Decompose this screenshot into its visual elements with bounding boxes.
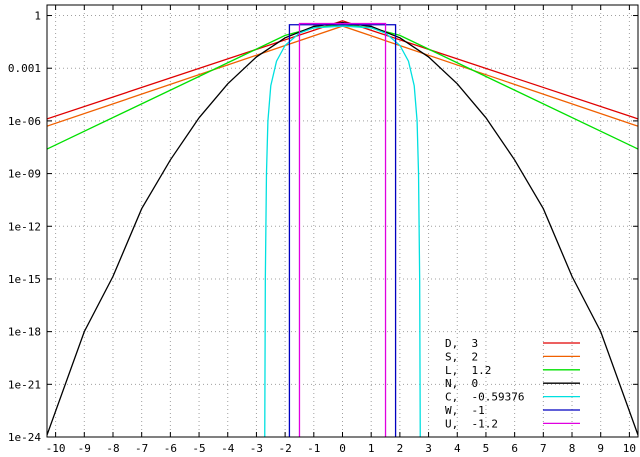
- x-tick-label: -6: [164, 442, 177, 455]
- y-tick-label: 1e-06: [8, 115, 41, 128]
- x-tick-label: 7: [540, 442, 547, 455]
- legend-label: C, -0.59376: [445, 391, 524, 404]
- x-tick-label: 9: [597, 442, 604, 455]
- x-tick-label: -1: [307, 442, 320, 455]
- legend-label: L, 1.2: [445, 364, 491, 377]
- x-tick-label: 10: [623, 442, 636, 455]
- x-tick-label: 0: [339, 442, 346, 455]
- legend-label: D, 3: [445, 337, 478, 350]
- x-tick-label: -8: [106, 442, 119, 455]
- x-tick-label: -7: [135, 442, 148, 455]
- grid-lines: [47, 5, 638, 438]
- series-line-5: [288, 24, 397, 437]
- legend-label: W, -1: [445, 404, 485, 417]
- y-tick-label: 1e-24: [8, 431, 41, 444]
- x-tick-label: -5: [192, 442, 205, 455]
- x-tick-label: 4: [454, 442, 461, 455]
- x-tick-label: 1: [368, 442, 375, 455]
- x-tick-label: 8: [569, 442, 576, 455]
- y-tick-label: 1e-18: [8, 326, 41, 339]
- series-line-0: [47, 20, 638, 120]
- x-tick-label: -3: [250, 442, 263, 455]
- x-tick-label: -2: [278, 442, 291, 455]
- axes: -10 -9 -8 -7 -6 -5 -4 -3 -2 -1 0 1 2 3 4 5 6 7 8 9 10 10.001…: [8, 4, 639, 455]
- x-tick-label: -10: [46, 442, 66, 455]
- y-tick-label: 0.001: [8, 62, 41, 75]
- x-tick-label: -9: [78, 442, 91, 455]
- x-tick-label: -4: [221, 442, 235, 455]
- y-tick-label: 1e-15: [8, 273, 41, 286]
- y-tick-label: 1e-21: [8, 378, 41, 391]
- y-tick-label: 1e-09: [8, 168, 41, 181]
- series-lines: [47, 20, 638, 437]
- series-line-4: [264, 25, 421, 437]
- x-axis-ticks: -10 -9 -8 -7 -6 -5 -4 -3 -2 -1 0 1 2 3 4 5 6 7 8 9 10: [46, 5, 636, 455]
- y-tick-label: 1e-12: [8, 220, 41, 233]
- series-line-2: [47, 24, 638, 150]
- series-line-6: [298, 22, 387, 437]
- legend-label: S, 2: [445, 350, 478, 363]
- y-tick-label: 1: [34, 10, 41, 23]
- series-line-3: [47, 21, 638, 436]
- legend-label: U, -1.2: [445, 417, 498, 430]
- x-tick-label: 5: [483, 442, 490, 455]
- x-tick-label: 6: [511, 442, 518, 455]
- y-axis-ticks: 1 0.001 1e-06 1e-09 1e-12 1e-15 1e-18 1e-21 1e-2…: [8, 10, 638, 444]
- legend-label: N, 0: [445, 377, 478, 390]
- x-tick-label: 3: [425, 442, 432, 455]
- x-tick-label: 2: [397, 442, 404, 455]
